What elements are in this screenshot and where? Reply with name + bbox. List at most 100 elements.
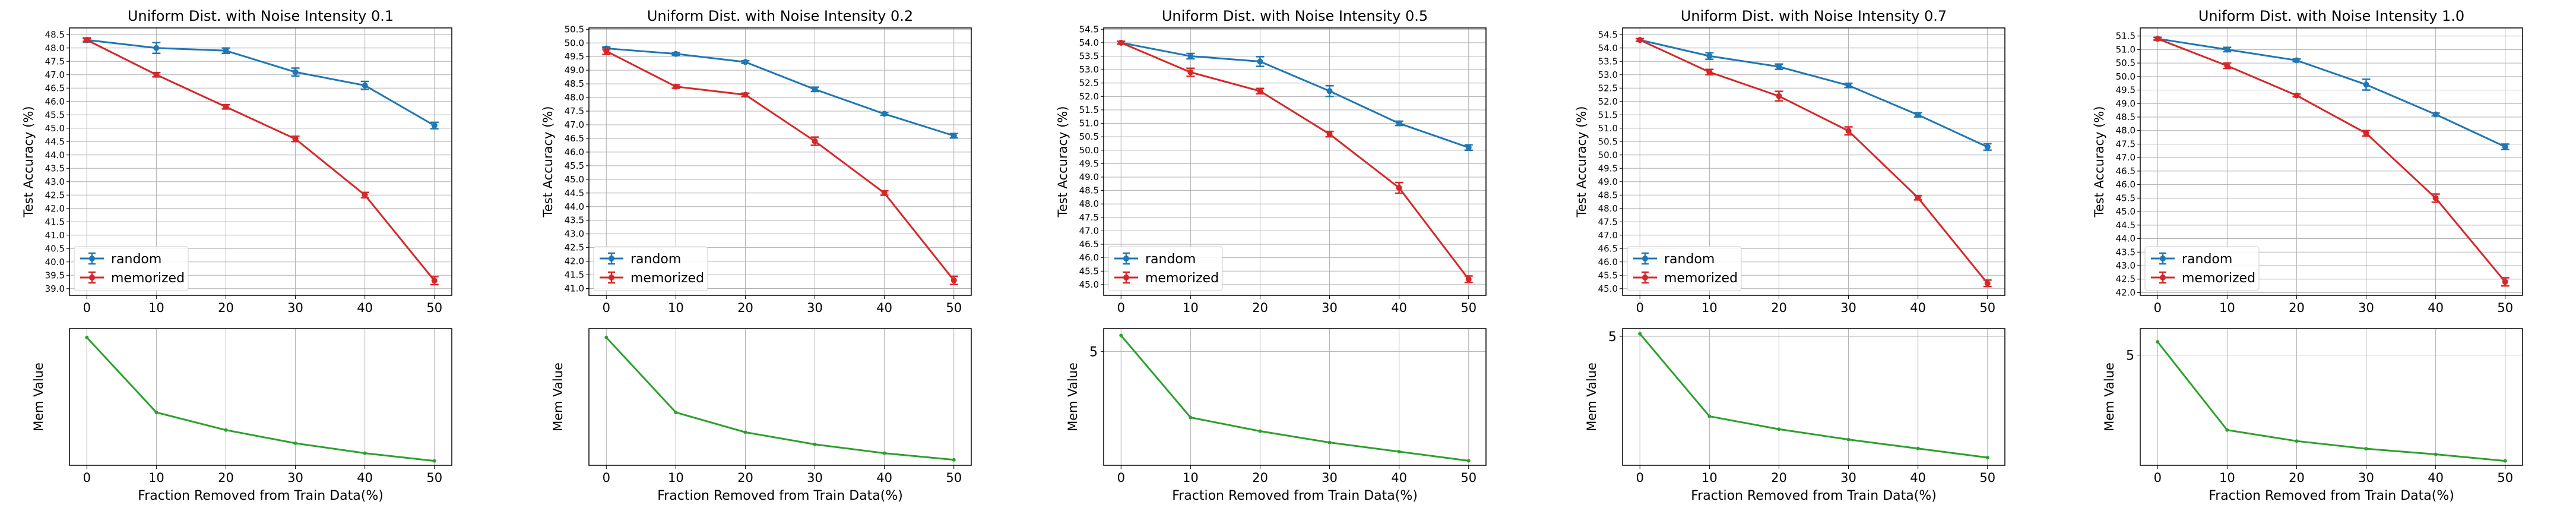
mem-line [1639, 333, 1988, 459]
data-point [431, 122, 438, 129]
chart-title: Uniform Dist. with Noise Intensity 0.7 [1681, 8, 1947, 24]
chart-panel-4: Uniform Dist. with Noise Intensity 0.7 45… [1574, 8, 2005, 503]
series-memorized [1117, 39, 1473, 283]
x-tick-label: 20 [1771, 301, 1787, 315]
x-tick-label: 50 [1979, 301, 1995, 315]
mem-point [2295, 439, 2299, 443]
mem-point [1777, 427, 1781, 431]
mem-point [293, 441, 297, 445]
y-tick-label: 46.0 [45, 96, 65, 107]
y-tick-label: 51.5 [1598, 109, 1618, 120]
x-tick-label: 10 [668, 301, 684, 315]
data-point [362, 192, 368, 198]
y-tick-label: 45.5 [1598, 270, 1618, 280]
x-tick-label: 20 [218, 471, 234, 485]
y-tick-label: 40.5 [45, 243, 65, 254]
plot-frame [1622, 328, 2005, 466]
mem-point [2434, 452, 2438, 456]
y-tick-label: 5 [1089, 345, 1098, 360]
x-tick-label: 10 [668, 471, 684, 485]
y-tick-label: 45.0 [1598, 283, 1618, 294]
y-tick-label: 48.5 [565, 78, 584, 89]
x-tick-label: 10 [1702, 301, 1718, 315]
x-axis-label: Fraction Removed from Train Data(%) [2209, 488, 2454, 503]
y-tick-label: 47.0 [45, 70, 65, 80]
y-tick-label: 50.0 [565, 37, 584, 48]
y-tick-label: 5 [2126, 349, 2134, 364]
y-tick-label: 44.5 [2116, 220, 2135, 231]
x-tick-label: 10 [1183, 471, 1199, 485]
y-tick-label: 45.5 [45, 109, 65, 120]
y-tick-label: 51.0 [1079, 118, 1099, 129]
y-tick-label: 41.5 [565, 270, 584, 280]
data-point [2293, 92, 2300, 99]
y-tick-label: 43.0 [2116, 260, 2135, 271]
y-tick-label: 46.0 [1079, 253, 1099, 263]
legend-label: random [1664, 252, 1715, 267]
data-point [2432, 195, 2439, 201]
y-axis-label: Test Accuracy (%) [1056, 106, 1070, 218]
x-tick-label: 0 [1117, 301, 1125, 315]
legend-marker [2160, 275, 2166, 280]
data-point [1915, 112, 1921, 118]
plot-frame [588, 27, 972, 296]
y-tick-label: 43.5 [2116, 247, 2135, 257]
y-axis: 45.0 45.5 46.0 46.5 47.0 47.5 48.0 48.5 49.0 49.5… [1598, 29, 1623, 294]
legend: random memorized [593, 246, 708, 291]
y-tick-label: 43.5 [565, 215, 584, 226]
mem-point [432, 459, 436, 463]
plot-frame [1103, 27, 1487, 296]
y-tick-label: 48.0 [565, 92, 584, 103]
x-tick-label: 20 [2289, 471, 2305, 485]
y-tick-label: 47.5 [565, 106, 584, 116]
x-tick-label: 10 [148, 471, 164, 485]
y-tick-label: 44.0 [565, 201, 584, 212]
y-tick-label: 46.5 [1598, 243, 1618, 254]
series-random [602, 45, 958, 139]
x-tick-label: 50 [2497, 471, 2513, 485]
mem-point [1189, 415, 1193, 420]
data-point [1984, 280, 1991, 286]
plot-frame [2140, 27, 2523, 296]
y-tick-label: 50.0 [1079, 145, 1099, 156]
legend-label: memorized [1664, 271, 1738, 286]
y-tick-label: 46.0 [2116, 179, 2135, 190]
data-point [1637, 37, 1643, 43]
y-axis-label: Test Accuracy (%) [2092, 106, 2106, 218]
y-tick-label: 45.5 [2116, 193, 2135, 203]
y-tick-label: 49.5 [2116, 85, 2135, 96]
y-tick-label: 52.0 [1079, 91, 1099, 102]
y-tick-label: 46.5 [2116, 166, 2135, 176]
y-tick-label: 49.5 [1079, 158, 1099, 169]
y-axis-label: Mem Value [2102, 362, 2116, 431]
legend-label: memorized [1145, 271, 1219, 286]
data-point [1465, 276, 1472, 282]
plot-frame [2140, 328, 2523, 466]
data-point [1845, 82, 1852, 89]
legend: random memorized [1108, 246, 1223, 291]
x-tick-label: 30 [2358, 471, 2374, 485]
y-tick-label: 54.5 [1079, 24, 1099, 34]
x-tick-label: 0 [1636, 471, 1644, 485]
data-point [742, 92, 749, 98]
data-point [2293, 57, 2300, 64]
x-tick-label: 30 [2358, 301, 2374, 315]
y-tick-label: 46.0 [565, 147, 584, 157]
y-axis-label: Mem Value [1066, 362, 1080, 431]
y-tick-label: 48.0 [2116, 125, 2135, 136]
series-line [87, 39, 435, 127]
x-tick-label: 30 [807, 301, 823, 315]
y-tick-label: 48.5 [45, 29, 65, 40]
legend-marker [609, 256, 614, 261]
legend-marker [89, 275, 95, 280]
y-tick-label: 48.0 [1598, 203, 1618, 214]
data-point [673, 83, 679, 90]
x-tick-label: 50 [1460, 301, 1476, 315]
mem-point [2225, 428, 2229, 432]
x-tick-label: 20 [2289, 301, 2305, 315]
data-point [2502, 279, 2508, 285]
x-tick-label: 10 [148, 301, 164, 315]
y-tick-label: 39.5 [45, 270, 65, 280]
x-tick-label: 20 [218, 301, 234, 315]
